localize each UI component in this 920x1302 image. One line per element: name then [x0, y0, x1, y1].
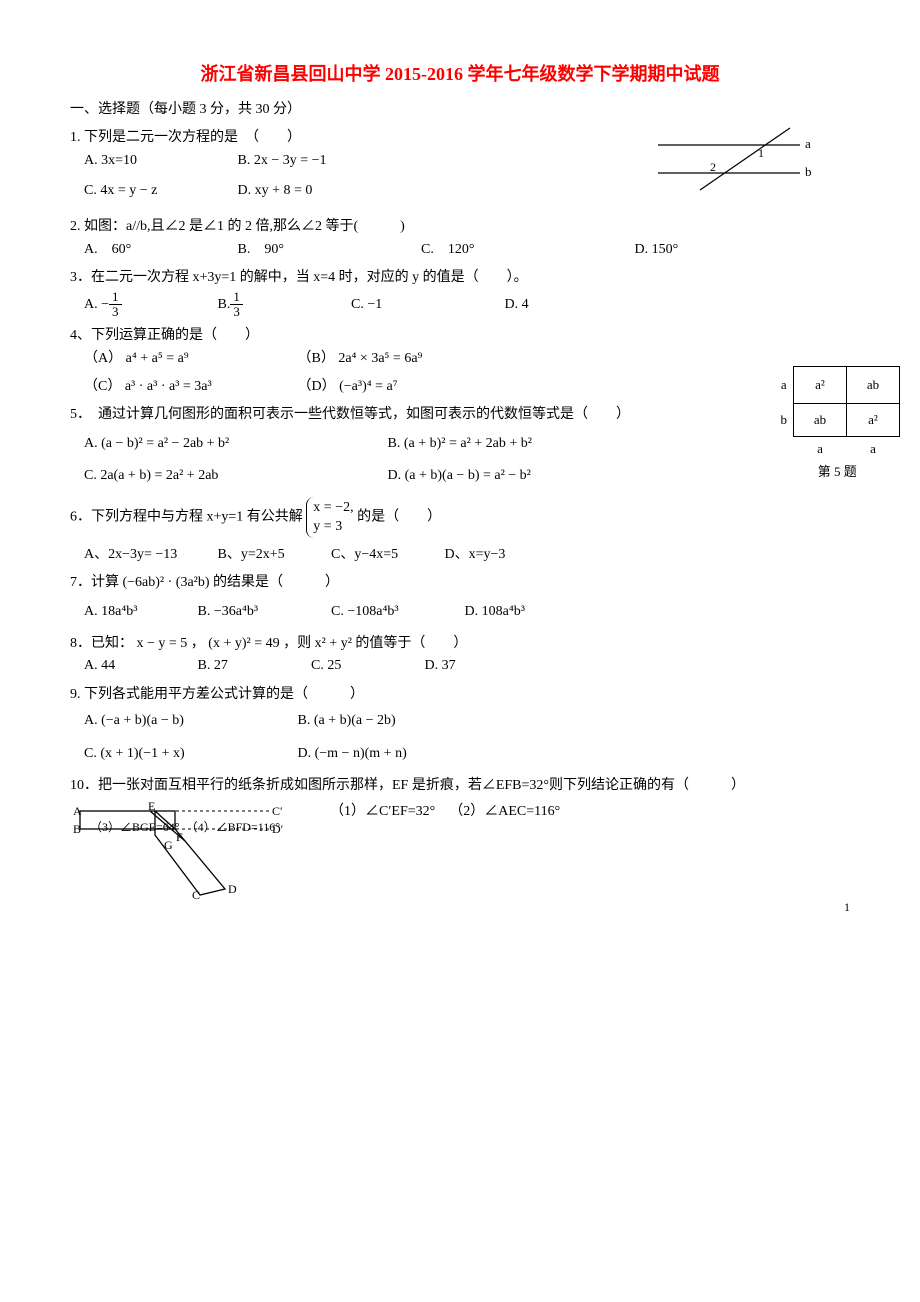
q2-opt-c: C. 120°: [421, 239, 631, 261]
q7-opt-d: D. 108a⁴b³: [465, 601, 525, 623]
q6-opt-a: A、2x−3y= −13: [84, 544, 214, 566]
col-label-2: a: [847, 437, 900, 462]
q3-opt-a: A. −13: [84, 290, 214, 320]
svg-text:A: A: [73, 804, 82, 818]
cell-a2-2: a²: [847, 404, 900, 437]
q3-opt-b: B. 13: [218, 290, 348, 320]
question-2: 2. 如图：a//b,且∠2 是∠1 的 2 倍,那么∠2 等于( ) A. 6…: [70, 216, 850, 261]
q9-opt-c: C. (x + 1)(−1 + x): [84, 743, 294, 765]
svg-text:C′: C′: [272, 804, 283, 818]
q1-figure: a b 1 2: [650, 125, 820, 203]
svg-text:D: D: [228, 882, 237, 896]
svg-text:B: B: [73, 822, 81, 836]
q4-opt-b: （B） 2a⁴ × 3a⁵ = 6a⁹: [298, 348, 423, 370]
question-10: 10．把一张对面互相平行的纸条折成如图所示那样，EF 是折痕，若∠EFB=32°…: [70, 775, 850, 901]
q6-opt-c: C、y−4x=5: [331, 544, 441, 566]
q4-opt-d: （D） (−a³)⁴ = a⁷: [298, 376, 398, 398]
page-number: 1: [844, 898, 850, 917]
q10-opt-1: （1）∠C′EF=32°: [330, 804, 435, 819]
q7-opt-a: A. 18a⁴b³: [84, 601, 194, 623]
q8-opt-a: A. 44: [84, 655, 194, 677]
section-heading: 一、选择题（每小题 3 分，共 30 分）: [70, 99, 850, 121]
q9-stem: 9. 下列各式能用平方差公式计算的是（ ）: [70, 684, 850, 706]
q1-opt-d: D. xy + 8 = 0: [238, 180, 313, 202]
q1-opt-a: A. 3x=10: [84, 150, 234, 172]
q8-opt-c: C. 25: [311, 655, 421, 677]
q4-stem: 4、下列运算正确的是（ ）: [70, 325, 850, 347]
question-4: 4、下列运算正确的是（ ） （A） a⁴ + a⁵ = a⁹ （B） 2a⁴ ×…: [70, 325, 850, 398]
q9-opt-a: A. (−a + b)(a − b): [84, 710, 294, 732]
q2-opt-b: B. 90°: [238, 239, 418, 261]
svg-text:C: C: [192, 888, 200, 901]
q7-opt-c: C. −108a⁴b³: [331, 601, 461, 623]
page-title: 浙江省新昌县回山中学 2015-2016 学年七年级数学下学期期中试题: [70, 60, 850, 89]
svg-text:G: G: [164, 838, 173, 852]
q2-stem: 2. 如图：a//b,且∠2 是∠1 的 2 倍,那么∠2 等于( ): [70, 216, 850, 238]
q1-opt-b: B. 2x − 3y = −1: [238, 150, 327, 172]
label-a: a: [805, 136, 811, 151]
q10-options-right: （1）∠C′EF=32° （2）∠AEC=116°: [330, 801, 560, 823]
q10-opt-2: （2）∠AEC=116°: [449, 804, 560, 819]
q1-opt-c: C. 4x = y − z: [84, 180, 234, 202]
q5-opt-b: B. (a + b)² = a² + 2ab + b²: [388, 433, 532, 455]
q8-opt-b: B. 27: [198, 655, 308, 677]
question-5: 5． 通过计算几何图形的面积可表示一些代数恒等式，如图可表示的代数恒等式是（ ）…: [70, 404, 850, 487]
q3-opt-c: C. −1: [351, 294, 501, 316]
q5-stem: 5． 通过计算几何图形的面积可表示一些代数恒等式，如图可表示的代数恒等式是（ ）: [70, 404, 850, 426]
q10-stem: 10．把一张对面互相平行的纸条折成如图所示那样，EF 是折痕，若∠EFB=32°…: [70, 775, 850, 797]
question-3: 3．在二元一次方程 x+3y=1 的解中，当 x=4 时，对应的 y 的值是（ …: [70, 267, 850, 319]
q9-opt-d: D. (−m − n)(m + n): [298, 743, 407, 765]
q10-figure: A B E C′ D′ F G C D （3）∠BGE=64° （4）∠BFD=…: [70, 801, 300, 901]
q6-opt-d: D、x=y−3: [445, 544, 506, 566]
q9-opt-b: B. (a + b)(a − 2b): [298, 710, 396, 732]
q3-opt-d: D. 4: [505, 294, 529, 316]
svg-text:E: E: [148, 801, 155, 813]
q8-stem: 8．已知： x − y = 5 ， (x + y)² = 49 ，则 x² + …: [70, 633, 850, 655]
cell-ab-1: ab: [847, 367, 900, 404]
q3-stem: 3．在二元一次方程 x+3y=1 的解中，当 x=4 时，对应的 y 的值是（ …: [70, 267, 850, 289]
question-7: 7．计算 (−6ab)² · (3a²b) 的结果是（ ） A. 18a⁴b³ …: [70, 572, 850, 623]
label-ang1: 1: [758, 146, 764, 160]
question-1: 1. 下列是二元一次方程的是 （ ） A. 3x=10 B. 2x − 3y =…: [70, 127, 850, 202]
question-8: 8．已知： x − y = 5 ， (x + y)² = 49 ，则 x² + …: [70, 633, 850, 678]
q6-system: x = −2, y = 3: [306, 497, 353, 537]
q7-stem: 7．计算 (−6ab)² · (3a²b) 的结果是（ ）: [70, 572, 850, 594]
question-9: 9. 下列各式能用平方差公式计算的是（ ） A. (−a + b)(a − b)…: [70, 684, 850, 765]
question-6: 6．下列方程中与方程 x+y=1 有公共解 x = −2, y = 3 的是（ …: [70, 497, 850, 566]
q5-opt-d: D. (a + b)(a − b) = a² − b²: [388, 465, 531, 487]
q6-opt-b: B、y=2x+5: [218, 544, 328, 566]
q7-opt-b: B. −36a⁴b³: [198, 601, 328, 623]
q6-stem-pre: 6．下列方程中与方程 x+y=1 有公共解: [70, 510, 303, 525]
q4-opt-c: （C） a³ · a³ · a³ = 3a³: [84, 376, 294, 398]
q8-opt-d: D. 37: [425, 655, 456, 677]
q5-opt-c: C. 2a(a + b) = 2a² + 2ab: [84, 465, 384, 487]
label-ang2: 2: [710, 160, 716, 174]
q2-opt-d: D. 150°: [635, 239, 679, 261]
label-b: b: [805, 164, 812, 179]
q5-opt-a: A. (a − b)² = a² − 2ab + b²: [84, 433, 384, 455]
q6-stem-post: 的是（ ）: [357, 510, 441, 525]
q2-opt-a: A. 60°: [84, 239, 234, 261]
q4-opt-a: （A） a⁴ + a⁵ = a⁹: [84, 348, 294, 370]
